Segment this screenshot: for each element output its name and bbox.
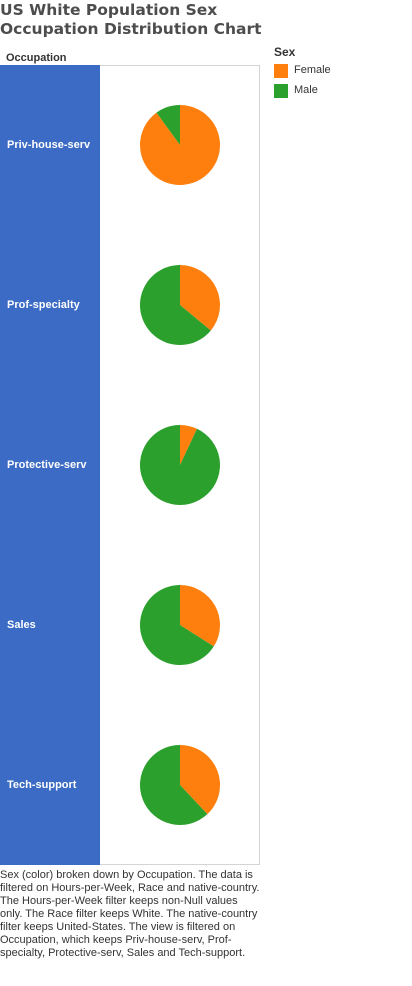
pie-slice-tech-support-female[interactable]: [180, 745, 220, 815]
occupation-label-sales: Sales: [7, 619, 36, 631]
occupation-label-priv-house-serv: Priv-house-serv: [7, 139, 91, 151]
legend-swatch-female: [274, 64, 288, 78]
occupation-label-tech-support: Tech-support: [7, 779, 77, 791]
legend-item-female[interactable]: Female: [274, 61, 404, 81]
occupation-column-header: Occupation: [6, 52, 67, 64]
sex-legend: Sex Female Male: [274, 45, 404, 101]
pie-slice-priv-house-serv-female[interactable]: [140, 105, 221, 185]
pie-slice-protective-serv-male[interactable]: [139, 424, 220, 505]
legend-label-male: Male: [294, 84, 318, 96]
legend-item-male[interactable]: Male: [274, 81, 404, 101]
pie-chart-area: [139, 105, 221, 825]
occupation-label-protective-serv: Protective-serv: [7, 459, 87, 471]
chart-caption: Sex (color) broken down by Occupation. T…: [0, 869, 260, 959]
pie-slice-protective-serv-female[interactable]: [180, 425, 198, 465]
occupation-label-prof-specialty: Prof-specialty: [7, 299, 80, 311]
legend-title: Sex: [274, 45, 296, 59]
pie-slice-prof-specialty-female[interactable]: [180, 265, 221, 331]
legend-swatch-male: [274, 84, 288, 98]
pie-slice-prof-specialty-male[interactable]: [140, 265, 211, 345]
occupation-label-band: [0, 65, 100, 865]
pie-slice-sales-female[interactable]: [180, 585, 220, 647]
legend-label-female: Female: [294, 64, 331, 76]
pie-slice-tech-support-male[interactable]: [139, 745, 208, 825]
pie-slice-sales-male[interactable]: [139, 585, 214, 665]
pie-slice-priv-house-serv-male[interactable]: [156, 105, 180, 145]
chart-title: US White Population Sex Occupation Distr…: [0, 1, 262, 38]
